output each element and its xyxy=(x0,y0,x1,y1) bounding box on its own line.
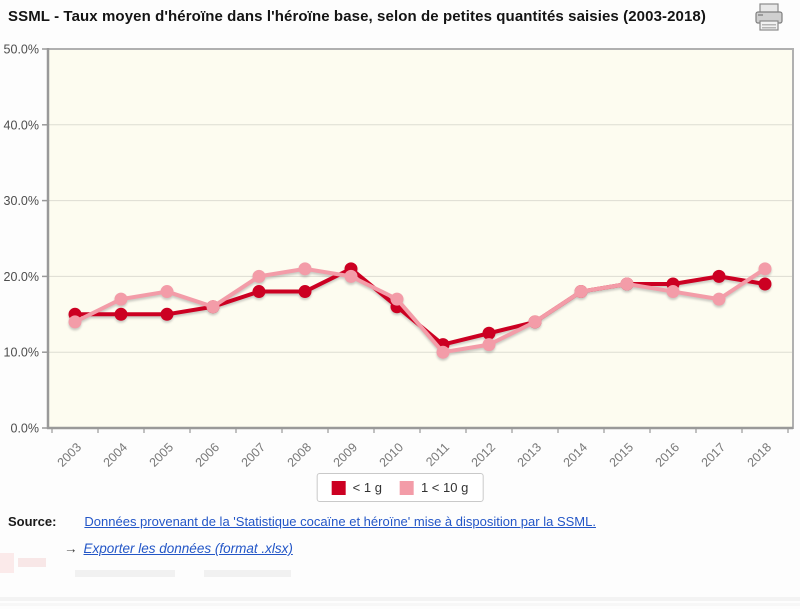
export-data-link[interactable]: Exporter les données (format .xlsx) xyxy=(83,541,293,556)
svg-text:30.0%: 30.0% xyxy=(4,194,39,208)
svg-text:2012: 2012 xyxy=(469,440,499,470)
svg-text:2013: 2013 xyxy=(515,440,545,470)
svg-text:2007: 2007 xyxy=(239,440,269,470)
source-row: Source: Données provenant de la 'Statisti… xyxy=(8,514,596,529)
export-arrow-icon: → xyxy=(64,541,78,556)
svg-text:2016: 2016 xyxy=(653,440,683,470)
svg-text:2010: 2010 xyxy=(377,440,407,470)
svg-text:2003: 2003 xyxy=(55,440,85,470)
chart-title: SSML - Taux moyen d'héroïne dans l'héroï… xyxy=(8,8,706,25)
svg-text:40.0%: 40.0% xyxy=(4,118,39,132)
faded-content-placeholder xyxy=(75,570,175,577)
svg-text:2017: 2017 xyxy=(699,440,729,470)
print-button[interactable] xyxy=(750,2,788,34)
legend-item-lt1g[interactable]: < 1 g xyxy=(331,480,382,495)
svg-text:10.0%: 10.0% xyxy=(4,346,39,360)
chart-legend: < 1 g 1 < 10 g xyxy=(316,473,484,502)
source-link[interactable]: Données provenant de la 'Statistique coc… xyxy=(84,514,596,529)
legend-label-lt1g: < 1 g xyxy=(352,480,382,495)
line-chart[interactable]: 0.0% 10.0% 20.0% 30.0% 40.0% 50.0% 2003 2004 200… xyxy=(0,0,800,470)
svg-text:2006: 2006 xyxy=(193,440,223,470)
source-label: Source: xyxy=(8,514,57,529)
export-row: → Exporter les données (format .xlsx) xyxy=(64,541,293,556)
faded-content-smudge xyxy=(18,558,46,567)
svg-text:20.0%: 20.0% xyxy=(4,270,39,284)
legend-swatch-lt1g xyxy=(331,480,346,495)
svg-text:2018: 2018 xyxy=(745,440,775,470)
legend-label-1to10g: 1 < 10 g xyxy=(420,480,469,495)
svg-text:2005: 2005 xyxy=(147,440,177,470)
svg-text:0.0%: 0.0% xyxy=(11,422,40,436)
svg-text:2011: 2011 xyxy=(423,440,452,469)
divider-line xyxy=(0,597,800,601)
svg-text:50.0%: 50.0% xyxy=(4,43,39,57)
legend-item-1to10g[interactable]: 1 < 10 g xyxy=(399,480,469,495)
legend-swatch-1to10g xyxy=(399,480,414,495)
svg-text:2009: 2009 xyxy=(331,440,361,470)
svg-text:2015: 2015 xyxy=(607,440,637,470)
svg-text:2008: 2008 xyxy=(285,440,315,470)
svg-text:2004: 2004 xyxy=(101,440,131,470)
chart-container: 0.0% 10.0% 20.0% 30.0% 40.0% 50.0% 2003 2004 200… xyxy=(0,0,800,470)
svg-text:2014: 2014 xyxy=(561,440,591,470)
faded-content-placeholder xyxy=(204,570,291,577)
faded-content-edge xyxy=(0,553,14,573)
printer-icon xyxy=(755,3,783,31)
divider-line xyxy=(0,603,800,606)
